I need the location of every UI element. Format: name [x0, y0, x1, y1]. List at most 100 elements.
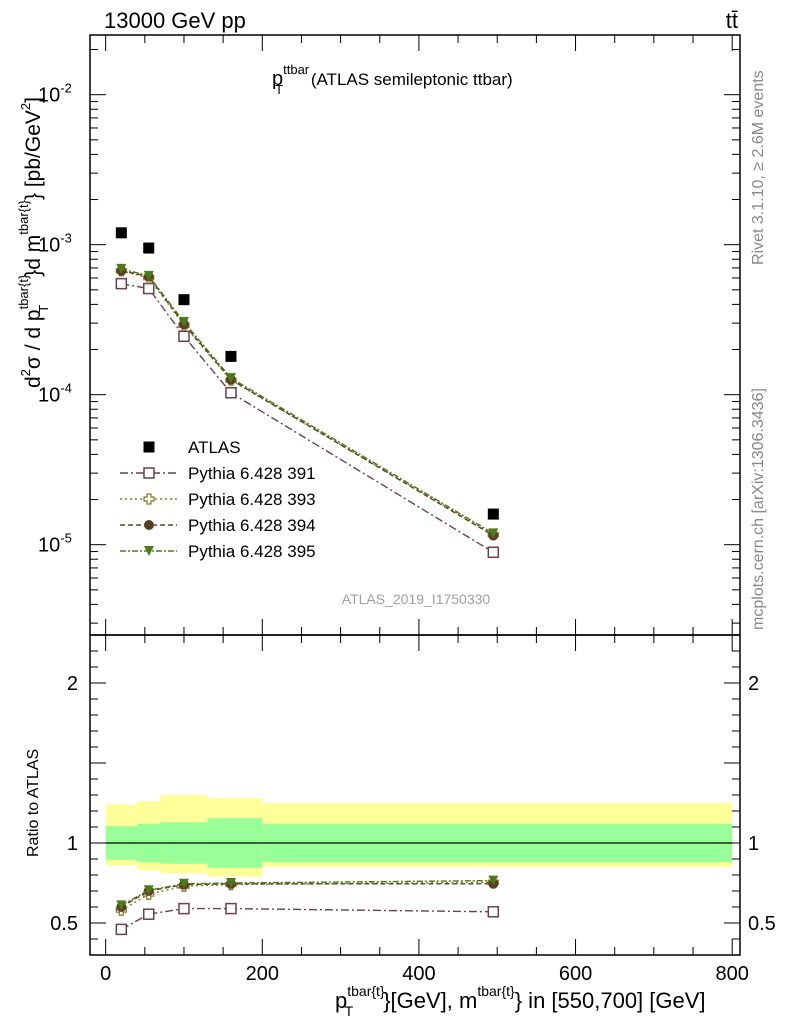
main-y-tick-exp: -5 [60, 531, 72, 546]
ratio-axes: 0.5 0.5 1 1 2 2 [50, 650, 776, 940]
main-y-tick-label: 10-5 [38, 531, 72, 557]
marker-filled-triangle-down [143, 270, 154, 281]
ratio-series-line [120, 879, 494, 907]
marker-filled-square [178, 294, 190, 306]
marker-filled-triangle-down [116, 263, 127, 274]
x-tick-label: 400 [402, 963, 435, 985]
marker-filled-triangle-down [178, 317, 189, 328]
ylab-sup1: tbar{t} [16, 274, 31, 309]
main-y-tick-label: 10-2 [38, 81, 72, 107]
marker-open-square [178, 330, 190, 343]
marker-open-cross [143, 493, 155, 505]
legend-label: Pythia 6.428 395 [188, 542, 316, 561]
marker-filled-triangle-down [143, 885, 154, 896]
marker-filled-triangle-down [144, 546, 154, 556]
x-tick-label: 600 [559, 963, 592, 985]
x-tick-label: 200 [246, 963, 279, 985]
ylab-sub1: T [36, 305, 51, 313]
ratio-y-tick-label: 0.5 [50, 913, 78, 935]
header-left: 13000 GeV pp [104, 8, 246, 33]
marker-filled-square [143, 242, 155, 254]
main-axes: 10-510-410-310-2 [38, 49, 740, 624]
marker-filled-square [225, 350, 237, 362]
marker-open-square [225, 387, 237, 399]
main-y-tick-label: 10-3 [38, 231, 72, 257]
x-tick-label: 800 [715, 963, 748, 985]
series-line [121, 270, 494, 537]
main-y-tick-base: 10 [38, 535, 60, 557]
main-y-tick-exp: -3 [60, 231, 72, 246]
ratio-y-tick-label: 2 [67, 673, 78, 695]
ylab-expgev: 2 [18, 103, 33, 110]
x-axis-label: ptbar{t} T}[GeV], mtbar{t}} in [550,700] … [335, 983, 706, 1019]
ylab-sigma: σ / d p [22, 309, 45, 369]
main-title-p: p [272, 68, 283, 90]
ratio-series [115, 875, 500, 936]
marker-open-square [142, 282, 155, 295]
ratio-y-tick-label: 1 [67, 833, 78, 855]
x-tick-label: 0 [100, 963, 111, 985]
xlab-mid: }[GeV], m [383, 988, 477, 1013]
xlab-end: } in [550,700] [GeV] [515, 988, 706, 1013]
ratio-series-line [120, 907, 494, 931]
marker-open-square [115, 923, 128, 936]
main-series [115, 227, 500, 559]
marker-open-square [143, 467, 155, 479]
marker-filled-triangle-down [488, 528, 499, 539]
marker-open-square [487, 906, 500, 918]
mcplots-label: mcplots.cern.ch [arXiv:1306.3436] [750, 388, 767, 630]
ylab-sup2: tbar{t} [16, 199, 31, 234]
series-line [121, 282, 494, 553]
legend-label: ATLAS [188, 438, 241, 457]
main-y-tick-base: 10 [38, 235, 60, 257]
legend-label: Pythia 6.428 391 [188, 464, 316, 483]
main-title-rest: (ATLAS semileptonic ttbar) [306, 70, 513, 89]
legend-label: Pythia 6.428 393 [188, 490, 316, 509]
main-title: pttbar T (ATLAS semileptonic ttbar) [272, 62, 513, 97]
marker-filled-square [115, 227, 127, 239]
marker-open-square [115, 277, 128, 290]
main-title-sup: ttbar [283, 62, 310, 77]
marker-open-square [487, 546, 500, 559]
marker-open-square [142, 908, 155, 920]
main-y-tick-label: 10-4 [38, 381, 72, 407]
marker-filled-triangle-down [225, 373, 236, 384]
legend-label: Pythia 6.428 394 [188, 516, 316, 535]
marker-filled-square [143, 441, 155, 453]
legend: ATLAS Pythia 6.428 391 Pythia 6.428 393 Pyt… [120, 438, 316, 561]
marker-filled-circle [144, 520, 154, 530]
marker-filled-square [487, 508, 499, 520]
y-axis-label-ratio: Ratio to ATLAS [25, 749, 42, 857]
main-y-tick-exp: -4 [60, 381, 72, 396]
ylab-end: } [pb/GeV [22, 110, 45, 200]
main-y-tick-base: 10 [38, 85, 60, 107]
xlab-sub1: T [345, 1003, 354, 1019]
ylab-mid: }d m [22, 235, 45, 277]
ratio-y-tick-label-right: 1 [748, 833, 759, 855]
ratio-y-tick-label-right: 0.5 [748, 913, 776, 935]
ylab-exp2: 2 [18, 369, 33, 376]
analysis-watermark: ATLAS_2019_I1750330 [342, 591, 491, 607]
main-title-sub: T [275, 82, 283, 97]
marker-filled-triangle-down [225, 878, 236, 888]
marker-filled-triangle-down [178, 878, 189, 889]
header-right: tt̄ [726, 8, 738, 33]
main-y-tick-exp: -2 [60, 81, 72, 96]
main-y-tick-base: 10 [38, 385, 60, 407]
ratio-uncertainty-bands [105, 795, 733, 877]
marker-filled-triangle-down [116, 900, 127, 911]
xlab-sup1: tbar{t} [347, 983, 385, 999]
x-axis: 0 200 400 600 800 [100, 35, 749, 985]
marker-open-square [225, 902, 237, 915]
xlab-p: p [335, 988, 347, 1013]
ylab-d: d [22, 376, 45, 388]
ratio-y-tick-label-right: 2 [748, 673, 759, 695]
marker-filled-triangle-down [488, 875, 499, 886]
y-axis-label-main: d2σ / d ptbar{t} T}d mtbar{t}} [pb/GeV2] [16, 97, 51, 388]
series-line [121, 270, 494, 536]
ratio-series-line [120, 881, 494, 911]
xlab-sup2: tbar{t} [477, 983, 515, 999]
ylab-close: ] [22, 97, 45, 103]
rivet-label: Rivet 3.1.10, ≥ 2.6M events [750, 70, 767, 265]
